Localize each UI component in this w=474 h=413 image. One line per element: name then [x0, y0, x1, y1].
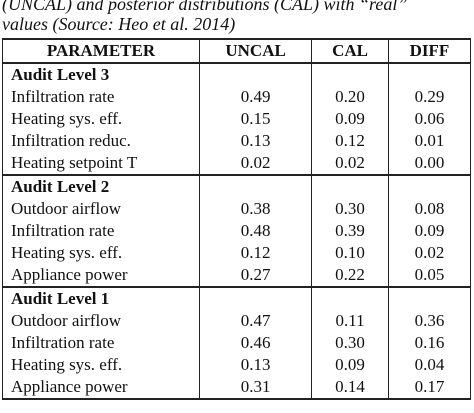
table-row: Outdoor airflow 0.38 0.30 0.08 [2, 198, 472, 220]
parameter-cell: Infiltration rate [2, 86, 200, 108]
column-header: CAL [311, 38, 389, 64]
value-cell: 0.01 [387, 130, 472, 152]
value-cell: 0.15 [198, 108, 313, 130]
empty-cell [311, 62, 389, 86]
value-cell: 0.09 [387, 220, 472, 242]
value-cell: 0.20 [311, 86, 389, 108]
value-cell: 0.14 [311, 376, 389, 400]
group-title: Audit Level 3 [2, 62, 200, 86]
empty-cell [198, 174, 313, 198]
parameter-cell: Appliance power [2, 264, 200, 288]
value-cell: 0.12 [198, 242, 313, 264]
value-cell: 0.04 [387, 354, 472, 376]
empty-cell [387, 286, 472, 310]
value-cell: 0.30 [311, 332, 389, 354]
value-cell: 0.11 [311, 310, 389, 332]
group-row: Audit Level 1 [2, 286, 472, 310]
value-cell: 0.13 [198, 354, 313, 376]
empty-cell [311, 174, 389, 198]
value-cell: 0.08 [387, 198, 472, 220]
value-cell: 0.06 [387, 108, 472, 130]
table-row: Infiltration rate 0.48 0.39 0.09 [2, 220, 472, 242]
value-cell: 0.46 [198, 332, 313, 354]
value-cell: 0.09 [311, 354, 389, 376]
value-cell: 0.27 [198, 264, 313, 288]
value-cell: 0.49 [198, 86, 313, 108]
table-row: Heating sys. eff. 0.15 0.09 0.06 [2, 108, 472, 130]
parameter-cell: Infiltration rate [2, 332, 200, 354]
table-row: Heating setpoint T 0.02 0.02 0.00 [2, 152, 472, 176]
value-cell: 0.31 [198, 376, 313, 400]
empty-cell [198, 62, 313, 86]
parameter-cell: Outdoor airflow [2, 310, 200, 332]
empty-cell [387, 62, 472, 86]
parameter-cell: Infiltration reduc. [2, 130, 200, 152]
data-table: PARAMETER UNCAL CAL DIFF Audit Level 3 Infil… [2, 38, 472, 400]
value-cell: 0.22 [311, 264, 389, 288]
value-cell: 0.47 [198, 310, 313, 332]
table-row: Heating sys. eff. 0.13 0.09 0.04 [2, 354, 472, 376]
table-row: Infiltration rate 0.46 0.30 0.16 [2, 332, 472, 354]
group-title: Audit Level 1 [2, 286, 200, 310]
column-header: PARAMETER [2, 38, 200, 64]
group-row: Audit Level 3 [2, 62, 472, 86]
value-cell: 0.17 [387, 376, 472, 400]
table-row: Infiltration reduc. 0.13 0.12 0.01 [2, 130, 472, 152]
value-cell: 0.30 [311, 198, 389, 220]
value-cell: 0.29 [387, 86, 472, 108]
parameter-cell: Heating sys. eff. [2, 108, 200, 130]
table-row: Appliance power 0.31 0.14 0.17 [2, 376, 472, 400]
value-cell: 0.16 [387, 332, 472, 354]
value-cell: 0.02 [198, 152, 313, 176]
header-row: PARAMETER UNCAL CAL DIFF [2, 38, 472, 64]
value-cell: 0.36 [387, 310, 472, 332]
empty-cell [198, 286, 313, 310]
value-cell: 0.02 [311, 152, 389, 176]
parameter-cell: Heating sys. eff. [2, 242, 200, 264]
value-cell: 0.09 [311, 108, 389, 130]
column-header: DIFF [387, 38, 472, 64]
caption-line: values (Source: Heo et al. 2014) [2, 14, 236, 34]
table-row: Heating sys. eff. 0.12 0.10 0.02 [2, 242, 472, 264]
table-row: Appliance power 0.27 0.22 0.05 [2, 264, 472, 288]
table-row: Outdoor airflow 0.47 0.11 0.36 [2, 310, 472, 332]
parameter-cell: Outdoor airflow [2, 198, 200, 220]
value-cell: 0.10 [311, 242, 389, 264]
value-cell: 0.48 [198, 220, 313, 242]
parameter-cell: Infiltration rate [2, 220, 200, 242]
value-cell: 0.39 [311, 220, 389, 242]
value-cell: 0.02 [387, 242, 472, 264]
group-row: Audit Level 2 [2, 174, 472, 198]
parameter-cell: Heating setpoint T [2, 152, 200, 176]
empty-cell [311, 286, 389, 310]
value-cell: 0.38 [198, 198, 313, 220]
parameter-cell: Appliance power [2, 376, 200, 400]
table-body: Audit Level 3 Infiltration rate 0.49 0.20 0.… [2, 62, 472, 400]
group-title: Audit Level 2 [2, 174, 200, 198]
column-header: UNCAL [198, 38, 313, 64]
value-cell: 0.13 [198, 130, 313, 152]
value-cell: 0.05 [387, 264, 472, 288]
empty-cell [387, 174, 472, 198]
parameter-cell: Heating sys. eff. [2, 354, 200, 376]
value-cell: 0.00 [387, 152, 472, 176]
table-row: Infiltration rate 0.49 0.20 0.29 [2, 86, 472, 108]
caption-line: (UNCAL) and posterior distributions (CAL… [2, 0, 408, 14]
value-cell: 0.12 [311, 130, 389, 152]
